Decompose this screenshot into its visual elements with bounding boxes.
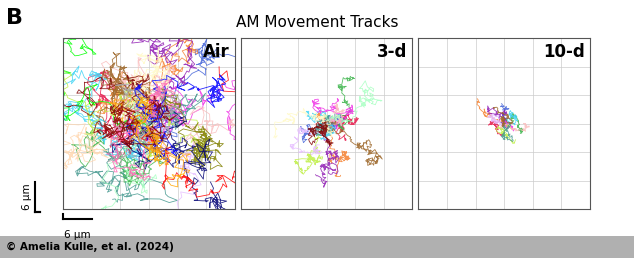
Text: 3-d: 3-d	[377, 43, 407, 61]
Text: Air: Air	[203, 43, 230, 61]
Text: © Amelia Kulle, et al. (2024): © Amelia Kulle, et al. (2024)	[6, 242, 174, 252]
Text: 6 μm: 6 μm	[22, 184, 32, 210]
Text: B: B	[6, 8, 23, 28]
Text: AM Movement Tracks: AM Movement Tracks	[236, 15, 398, 30]
Text: 10-d: 10-d	[543, 43, 585, 61]
Text: 6 μm: 6 μm	[65, 230, 91, 240]
